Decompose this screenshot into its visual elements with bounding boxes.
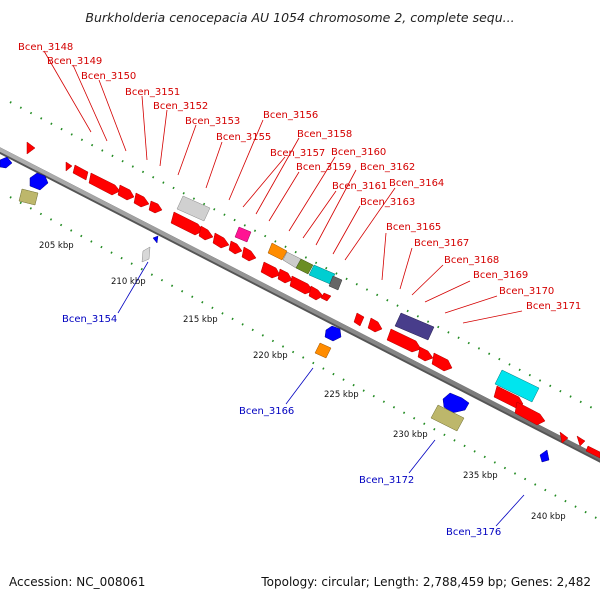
gene-label: Bcen_3151 <box>125 87 180 98</box>
gene-arrow <box>152 235 159 244</box>
gene-arrow <box>353 312 365 327</box>
gene-arrow <box>308 285 324 301</box>
accession-text: Accession: NC_008061 <box>9 575 146 589</box>
bottom-labels: Bcen_3154 Bcen_3166 Bcen_3172 Bcen_3176 <box>62 314 501 538</box>
gene-arrow <box>367 317 383 333</box>
gene-arrow <box>260 261 281 279</box>
gene-box <box>267 242 288 261</box>
scale-tick-label: 210 kbp <box>111 277 146 287</box>
gene-box <box>314 342 332 359</box>
gene-arrow <box>277 268 293 284</box>
gene-box <box>234 226 252 243</box>
gene-arrow <box>88 172 121 196</box>
top-labels: Bcen_3148 Bcen_3149 Bcen_3150 Bcen_3151 … <box>18 42 581 312</box>
gene-arrow <box>514 401 546 426</box>
gene-arrow <box>289 275 314 295</box>
gene-label: Bcen_3148 <box>18 42 73 53</box>
gene-box <box>328 275 343 291</box>
scale-tick-label: 225 kbp <box>324 390 359 400</box>
gene-box <box>295 258 314 275</box>
scale-tick-label: 205 kbp <box>39 241 74 251</box>
gene-label: Bcen_3154 <box>62 314 117 325</box>
scale-tick-label: 235 kbp <box>463 471 498 481</box>
gene-label: Bcen_3169 <box>473 270 528 281</box>
gene-arrow <box>133 192 150 208</box>
gene-box <box>18 188 39 206</box>
gene-box <box>141 246 151 263</box>
gene-arrow <box>117 184 135 201</box>
gene-box <box>494 369 540 403</box>
gene-label: Bcen_3160 <box>331 147 386 158</box>
scale-tick-label: 215 kbp <box>183 315 218 325</box>
gene-label: Bcen_3152 <box>153 101 208 112</box>
gene-label: Bcen_3150 <box>81 71 136 82</box>
gene-arrow <box>65 161 73 172</box>
gene-label: Bcen_3149 <box>47 56 102 67</box>
gene-arrow <box>585 445 600 459</box>
gene-arrow <box>320 292 332 302</box>
gene-arrow <box>576 435 586 447</box>
gene-arrow <box>212 232 230 249</box>
gene-label: Bcen_3157 <box>270 148 325 159</box>
scale-labels: 205 kbp 210 kbp 215 kbp 220 kbp 225 kbp … <box>39 241 566 522</box>
gene-label: Bcen_3164 <box>389 178 444 189</box>
gene-label: Bcen_3159 <box>296 162 351 173</box>
gene-arrow <box>29 172 49 191</box>
gene-label: Bcen_3176 <box>446 527 501 538</box>
gene-label: Bcen_3167 <box>414 238 469 249</box>
gene-arrow <box>0 156 13 169</box>
gene-label: Bcen_3168 <box>444 255 499 266</box>
scale-tick-label: 240 kbp <box>531 512 566 522</box>
gene-features <box>0 141 600 463</box>
gene-label: Bcen_3165 <box>386 222 441 233</box>
scale-tick-label: 230 kbp <box>393 430 428 440</box>
gene-box <box>394 312 435 341</box>
gene-label: Bcen_3158 <box>297 129 352 140</box>
gene-arrow <box>559 431 569 444</box>
gene-arrow <box>148 200 163 214</box>
gene-arrow <box>241 246 257 262</box>
gene-arrow <box>324 325 342 342</box>
gene-arrow <box>26 141 36 155</box>
gene-arrow <box>539 449 550 463</box>
gene-label: Bcen_3163 <box>360 197 415 208</box>
summary-text: Topology: circular; Length: 2,788,459 bp… <box>261 575 591 589</box>
gene-label: Bcen_3172 <box>359 475 414 486</box>
gene-arrow <box>442 392 470 414</box>
gene-arrow <box>417 346 434 362</box>
gene-label: Bcen_3171 <box>526 301 581 312</box>
gene-label: Bcen_3170 <box>499 286 554 297</box>
gene-label: Bcen_3155 <box>216 132 271 143</box>
gene-arrow <box>228 240 243 255</box>
chromosome-backbone <box>0 147 600 463</box>
gene-label: Bcen_3156 <box>263 110 318 121</box>
gene-label: Bcen_3161 <box>332 181 387 192</box>
gene-label: Bcen_3166 <box>239 406 294 417</box>
gene-box <box>176 195 211 222</box>
gene-label: Bcen_3162 <box>360 162 415 173</box>
gene-arrow <box>198 225 214 241</box>
gene-arrow <box>170 211 204 236</box>
scale-tick-label: 220 kbp <box>253 351 288 361</box>
gene-arrow <box>386 328 422 353</box>
gene-arrow <box>72 164 89 181</box>
gene-arrow <box>431 352 453 372</box>
top-label-leaders <box>43 50 523 324</box>
gene-label: Bcen_3153 <box>185 116 240 127</box>
map-title: Burkholderia cenocepacia AU 1054 chromos… <box>85 10 515 25</box>
bottom-label-leaders <box>117 261 525 527</box>
gene-box <box>430 404 465 432</box>
